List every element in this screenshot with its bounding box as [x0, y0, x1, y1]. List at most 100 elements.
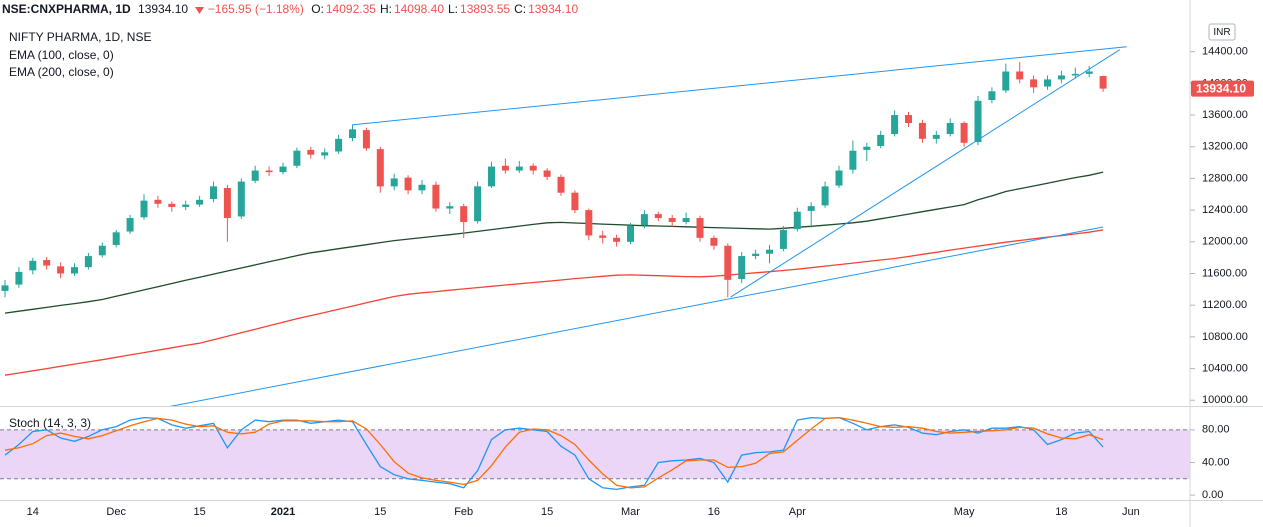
candle-body — [738, 256, 746, 280]
candle-body — [140, 200, 148, 218]
candle-body — [654, 214, 662, 219]
x-tick-label: 15 — [193, 506, 205, 518]
legend-ema200: EMA (200, close, 0) — [9, 65, 114, 79]
candle-body — [488, 166, 495, 187]
x-tick-label: 16 — [708, 506, 720, 518]
candle-body — [599, 235, 607, 238]
stoch-pane — [0, 416, 1190, 491]
candle-body — [779, 229, 787, 249]
y-tick-label: 13600.00 — [1202, 109, 1248, 121]
candle-body — [640, 214, 648, 226]
x-tick-label: Apr — [789, 506, 806, 518]
stoch-band — [0, 429, 1190, 479]
candle-body — [1099, 76, 1107, 89]
candle-body — [835, 170, 843, 186]
y-tick-label: 0.00 — [1202, 489, 1223, 501]
stoch-title: Stoch (14, 3, 3) — [9, 416, 91, 430]
ohlc-value: 13893.55 — [460, 2, 511, 16]
trend-line — [730, 49, 1121, 298]
candle-body — [293, 150, 301, 166]
x-tick-label: 2021 — [271, 506, 295, 518]
x-tick-label: Mar — [621, 506, 640, 518]
x-tick-label: 18 — [1055, 506, 1067, 518]
candle-body — [279, 166, 287, 173]
candle-body — [446, 206, 454, 209]
down-arrow — [195, 6, 205, 14]
candle-body — [724, 245, 732, 280]
candle-body — [960, 122, 968, 143]
candle-body — [432, 184, 440, 209]
legend-title: NIFTY PHARMA, 1D, NSE — [9, 30, 151, 44]
candle-body — [1044, 79, 1051, 87]
candle-body — [1016, 71, 1024, 80]
candle-body — [682, 218, 690, 223]
candle-body — [613, 237, 621, 242]
currency-box[interactable] — [1208, 23, 1236, 41]
candle-body — [43, 260, 51, 266]
ohlc-label: H: — [379, 2, 392, 16]
last-price: 13934.10 — [138, 2, 189, 16]
candle-body — [182, 204, 190, 207]
candle-body — [793, 211, 801, 230]
candle-body — [84, 256, 92, 268]
ohlc-label: L: — [448, 2, 459, 16]
ohlc-value: 13934.10 — [528, 2, 579, 16]
candle-body — [335, 138, 343, 152]
candle-body — [168, 203, 176, 207]
ohlc-label: C: — [514, 2, 527, 16]
last-price-box — [1191, 80, 1254, 97]
candle-body — [98, 245, 106, 256]
candle-body — [321, 152, 329, 156]
candle-body — [710, 237, 718, 246]
ohlc-label: O: — [311, 2, 324, 16]
candle-body — [515, 166, 523, 171]
x-tick-label: Dec — [106, 506, 126, 518]
candle-body — [1, 285, 9, 291]
legend-ema100: EMA (100, close, 0) — [9, 48, 114, 62]
ohlc-value: 14092.35 — [325, 2, 376, 16]
stoch-line — [4, 416, 1104, 489]
candle-body — [891, 115, 899, 135]
candle-body — [571, 192, 579, 211]
candle-body — [1057, 75, 1065, 80]
candle-body — [877, 134, 885, 146]
candle-body — [529, 165, 537, 171]
x-tick-label: Jun — [1122, 506, 1140, 518]
candle-body — [585, 210, 593, 236]
candle-body — [57, 266, 65, 274]
ema-line — [4, 229, 1104, 376]
candle-body — [15, 271, 23, 285]
candle-body — [905, 115, 912, 123]
ema-line — [4, 171, 1104, 314]
candle-body — [474, 186, 482, 222]
y-tick-label: 10800.00 — [1202, 331, 1248, 343]
candle-body — [1071, 73, 1079, 76]
candle-body — [237, 181, 245, 217]
candle-body — [362, 130, 370, 149]
candle-body — [627, 225, 634, 242]
candle-body — [946, 122, 954, 135]
candle-body — [1085, 71, 1093, 74]
y-tick-label: 13200.00 — [1202, 141, 1248, 153]
candle-body — [265, 170, 273, 173]
candle-body — [223, 187, 231, 219]
trend-line — [169, 226, 1104, 406]
trend-line — [352, 46, 1127, 126]
candle-body — [1002, 71, 1010, 91]
candle-body — [863, 146, 871, 150]
candle-body — [376, 149, 384, 187]
main-pane — [1, 46, 1127, 406]
candle-body — [807, 206, 815, 211]
currency: INR — [1213, 27, 1230, 38]
candle-body — [821, 186, 829, 206]
candle-body — [251, 170, 259, 181]
candle-body — [210, 186, 217, 200]
candle-body — [696, 218, 704, 238]
axes: 10000.00 10400.00 10800.00 11200.00 11600.00… — [27, 46, 1254, 518]
symbol: NSE:CNXPHARMA, 1D — [2, 2, 131, 16]
candle-body — [29, 260, 37, 271]
candle-body — [126, 218, 134, 232]
candle-body — [988, 91, 996, 101]
x-tick-label: May — [954, 506, 975, 518]
